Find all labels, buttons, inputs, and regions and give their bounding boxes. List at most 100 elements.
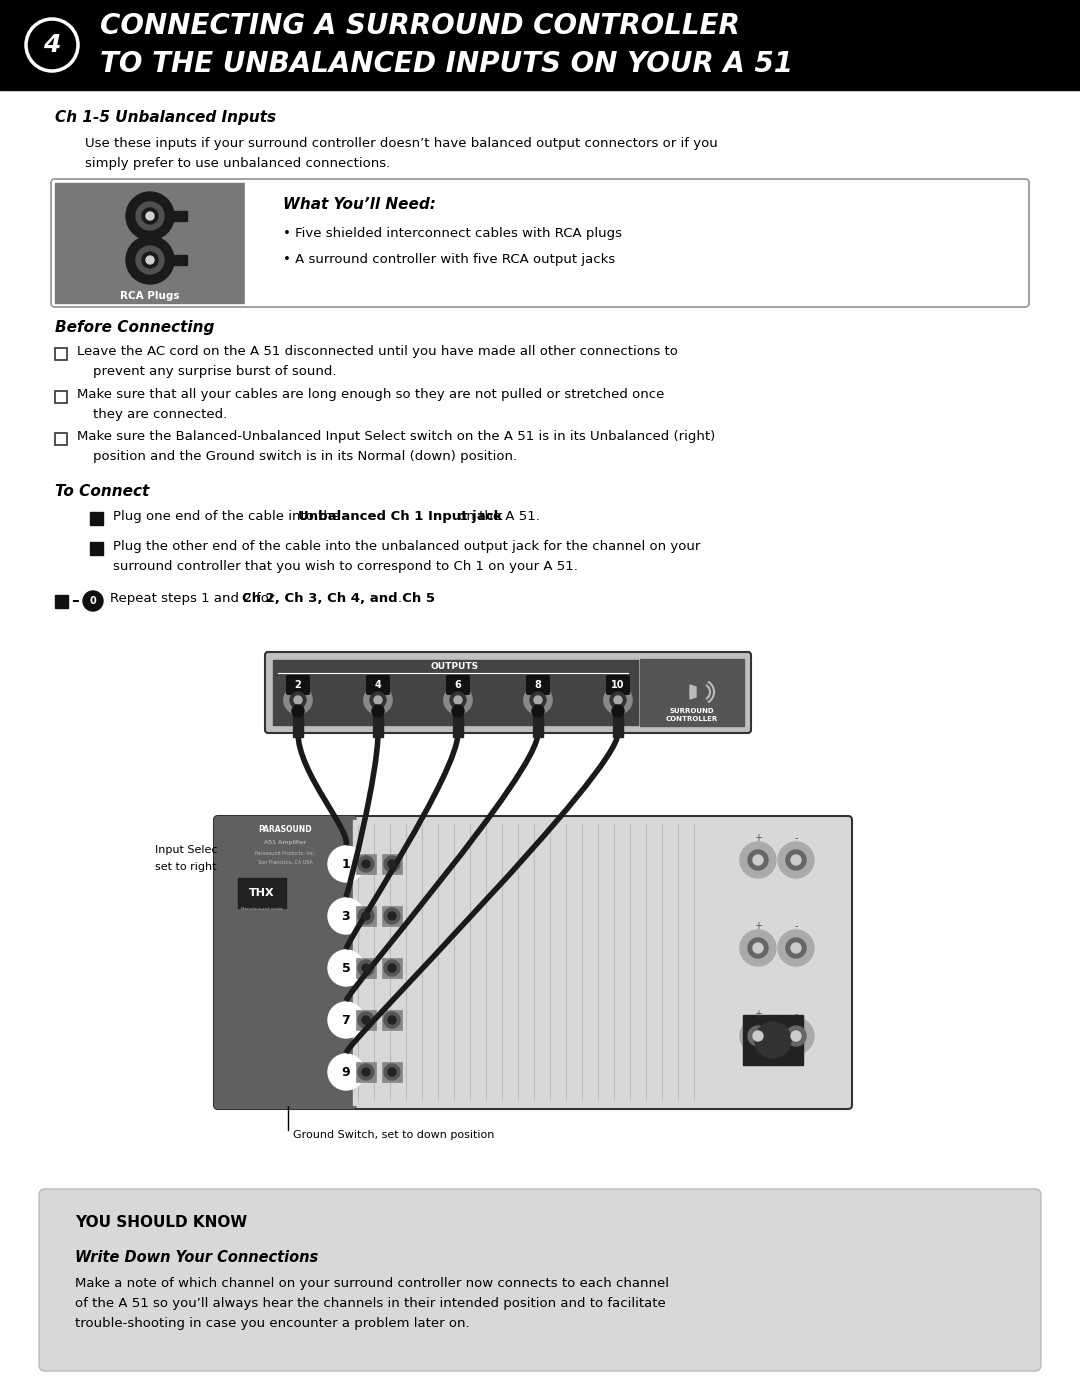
Text: • A surround controller with five RCA output jacks: • A surround controller with five RCA ou…: [283, 253, 616, 265]
Bar: [356, 1010, 376, 1030]
Text: 9: 9: [341, 1066, 350, 1078]
Text: 3: 3: [341, 909, 350, 922]
Text: A51 Amplifier: A51 Amplifier: [264, 840, 306, 845]
Bar: [238, 877, 286, 908]
Circle shape: [357, 856, 374, 872]
Text: TO THE UNBALANCED INPUTS ON YOUR A 51: TO THE UNBALANCED INPUTS ON YOUR A 51: [100, 50, 793, 78]
Circle shape: [753, 1031, 762, 1041]
Circle shape: [786, 849, 806, 870]
Text: RCA Plugs: RCA Plugs: [120, 291, 179, 300]
Circle shape: [370, 692, 386, 708]
Circle shape: [786, 937, 806, 958]
Bar: [534, 715, 543, 738]
Circle shape: [604, 686, 632, 714]
Bar: [382, 907, 402, 926]
Text: Before Connecting: Before Connecting: [55, 320, 214, 335]
Circle shape: [753, 943, 762, 953]
Circle shape: [388, 1067, 396, 1076]
Circle shape: [141, 251, 158, 268]
Bar: [356, 907, 376, 926]
Circle shape: [791, 855, 801, 865]
Text: +: +: [754, 1009, 762, 1018]
Bar: [382, 1010, 402, 1030]
Text: 2: 2: [295, 680, 301, 690]
Text: Make sure the Balanced-Unbalanced Input Select switch on the A 51 is in its Unba: Make sure the Balanced-Unbalanced Input …: [77, 430, 715, 443]
Circle shape: [524, 686, 552, 714]
Circle shape: [388, 964, 396, 972]
Text: Plug the other end of the cable into the unbalanced output jack for the channel : Plug the other end of the cable into the…: [113, 541, 700, 553]
Bar: [55, 391, 67, 402]
Text: Ch 5: Ch 5: [333, 1067, 350, 1077]
Text: simply prefer to use unbalanced connections.: simply prefer to use unbalanced connecti…: [85, 156, 390, 170]
Circle shape: [328, 950, 364, 986]
Circle shape: [786, 1025, 806, 1046]
Bar: [353, 820, 848, 1105]
Text: trouble-shooting in case you encounter a problem later on.: trouble-shooting in case you encounter a…: [75, 1317, 470, 1330]
Circle shape: [294, 696, 302, 704]
FancyBboxPatch shape: [606, 675, 630, 694]
Bar: [356, 958, 376, 978]
FancyBboxPatch shape: [446, 675, 470, 694]
Bar: [0, 0, 1080, 89]
Bar: [613, 715, 623, 738]
Text: CONNECTING A SURROUND CONTROLLER: CONNECTING A SURROUND CONTROLLER: [100, 13, 740, 41]
Circle shape: [362, 861, 370, 868]
Text: Use these inputs if your surround controller doesn’t have balanced output connec: Use these inputs if your surround contro…: [85, 137, 718, 149]
Circle shape: [450, 692, 465, 708]
Circle shape: [453, 705, 464, 717]
Circle shape: [136, 203, 164, 231]
Bar: [382, 958, 402, 978]
Text: Make sure that all your cables are long enough so they are not pulled or stretch: Make sure that all your cables are long …: [77, 388, 664, 401]
FancyBboxPatch shape: [39, 1189, 1041, 1370]
Circle shape: [328, 898, 364, 935]
Circle shape: [328, 1053, 364, 1090]
Text: surround controller that you wish to correspond to Ch 1 on your A 51.: surround controller that you wish to cor…: [113, 560, 578, 573]
Circle shape: [748, 937, 768, 958]
Circle shape: [388, 1016, 396, 1024]
Bar: [356, 1062, 376, 1083]
Bar: [273, 659, 638, 725]
Text: Make a note of which channel on your surround controller now connects to each ch: Make a note of which channel on your sur…: [75, 1277, 669, 1289]
Circle shape: [146, 212, 154, 219]
Circle shape: [357, 960, 374, 977]
FancyBboxPatch shape: [265, 652, 751, 733]
Text: • Five shielded interconnect cables with RCA plugs: • Five shielded interconnect cables with…: [283, 226, 622, 240]
Circle shape: [388, 912, 396, 921]
Text: 7: 7: [341, 1013, 350, 1027]
Text: San Francisco, CA USA: San Francisco, CA USA: [257, 861, 312, 865]
Circle shape: [755, 1023, 791, 1058]
Text: SURROUND
CONTROLLER: SURROUND CONTROLLER: [666, 708, 718, 722]
Circle shape: [740, 842, 777, 877]
Circle shape: [753, 855, 762, 865]
Text: YOU SHOULD KNOW: YOU SHOULD KNOW: [75, 1215, 247, 1229]
Circle shape: [362, 912, 370, 921]
Bar: [172, 256, 187, 265]
Circle shape: [141, 208, 158, 224]
Text: –: –: [71, 592, 79, 608]
Bar: [55, 595, 68, 608]
Text: +: +: [754, 833, 762, 842]
Circle shape: [384, 856, 400, 872]
Bar: [293, 715, 303, 738]
Circle shape: [444, 686, 472, 714]
Circle shape: [384, 1065, 400, 1080]
Circle shape: [791, 943, 801, 953]
Text: Ch 3: Ch 3: [333, 964, 350, 972]
Text: Unbalanced Ch 1 Input jack: Unbalanced Ch 1 Input jack: [298, 510, 502, 522]
Circle shape: [740, 1018, 777, 1053]
Text: Write Down Your Connections: Write Down Your Connections: [75, 1250, 319, 1266]
Text: Repeat steps 1 and 2 for: Repeat steps 1 and 2 for: [110, 592, 279, 605]
Text: Leave the AC cord on the A 51 disconnected until you have made all other connect: Leave the AC cord on the A 51 disconnect…: [77, 345, 678, 358]
Text: Manufactured under: Manufactured under: [241, 907, 283, 911]
Text: -: -: [794, 1009, 798, 1018]
Bar: [453, 715, 463, 738]
Text: What You’ll Need:: What You’ll Need:: [283, 197, 436, 212]
Text: Plug one end of the cable into the: Plug one end of the cable into the: [113, 510, 345, 522]
Text: prevent any surprise burst of sound.: prevent any surprise burst of sound.: [93, 365, 337, 379]
Circle shape: [615, 696, 622, 704]
Circle shape: [357, 1065, 374, 1080]
FancyBboxPatch shape: [526, 675, 550, 694]
Circle shape: [83, 591, 103, 610]
Circle shape: [791, 1031, 801, 1041]
Text: Ch 4: Ch 4: [333, 1016, 350, 1024]
